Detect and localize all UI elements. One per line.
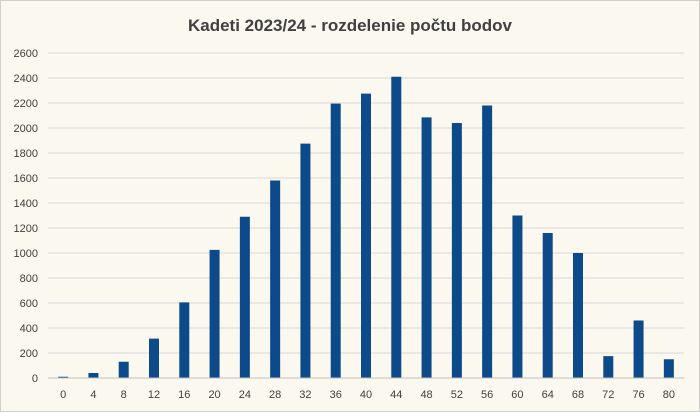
x-tick-label: 64 xyxy=(542,389,554,401)
y-tick-label: 1400 xyxy=(14,198,38,210)
bar-8 xyxy=(118,361,129,378)
x-tick-label: 48 xyxy=(420,389,432,401)
x-tick-label: 20 xyxy=(208,389,220,401)
x-tick-label: 52 xyxy=(451,389,463,401)
bar-4 xyxy=(88,373,99,378)
bar-24 xyxy=(239,216,250,378)
chart-title: Kadeti 2023/24 - rozdelenie počtu bodov xyxy=(188,16,513,35)
y-tick-label: 1000 xyxy=(14,248,38,260)
x-tick-label: 76 xyxy=(632,389,644,401)
x-tick-label: 8 xyxy=(121,389,127,401)
y-tick-label: 2000 xyxy=(14,123,38,135)
x-tick-label: 16 xyxy=(178,389,190,401)
bar-80 xyxy=(663,359,674,378)
bar-16 xyxy=(179,302,190,378)
bar-36 xyxy=(330,103,341,378)
bar-12 xyxy=(149,338,159,378)
bar-0 xyxy=(58,376,69,378)
bar-20 xyxy=(209,249,220,378)
bar-72 xyxy=(603,356,614,378)
bar-76 xyxy=(633,320,644,378)
bar-28 xyxy=(270,180,281,378)
bar-52 xyxy=(451,123,462,378)
x-tick-label: 24 xyxy=(239,389,251,401)
bar-56 xyxy=(482,105,493,378)
y-tick-label: 0 xyxy=(32,373,38,385)
y-tick-label: 1200 xyxy=(14,223,38,235)
x-tick-label: 44 xyxy=(390,389,402,401)
y-tick-label: 800 xyxy=(20,273,38,285)
x-tick-label: 4 xyxy=(90,389,96,401)
y-tick-label: 400 xyxy=(20,323,38,335)
y-tick-label: 1600 xyxy=(14,173,38,185)
bar-40 xyxy=(361,93,371,378)
x-axis-ticks: 0 4 8 12 16 20 24 28 32 36 40 44 48 52 56 60 64 68 72 76 80 xyxy=(60,389,675,401)
x-tick-label: 60 xyxy=(511,389,523,401)
x-tick-label: 0 xyxy=(60,389,66,401)
bar-68 xyxy=(573,253,583,378)
x-tick-label: 80 xyxy=(663,389,675,401)
bar-64 xyxy=(542,233,553,378)
bar-60 xyxy=(512,215,523,378)
bar-44 xyxy=(391,76,402,378)
x-tick-label: 12 xyxy=(148,389,160,401)
y-tick-label: 2600 xyxy=(14,48,38,60)
y-tick-label: 600 xyxy=(20,298,38,310)
bars xyxy=(58,76,674,378)
y-tick-label: 2200 xyxy=(14,98,38,110)
x-tick-label: 32 xyxy=(299,389,311,401)
x-tick-label: 56 xyxy=(481,389,493,401)
x-tick-label: 40 xyxy=(360,389,372,401)
y-tick-label: 200 xyxy=(20,348,38,360)
y-tick-label: 1800 xyxy=(14,148,38,160)
x-tick-label: 36 xyxy=(330,389,342,401)
y-tick-label: 2400 xyxy=(14,73,38,85)
bar-32 xyxy=(300,143,311,378)
x-tick-label: 28 xyxy=(269,389,281,401)
x-tick-label: 72 xyxy=(602,389,614,401)
x-tick-label: 68 xyxy=(572,389,584,401)
bar-48 xyxy=(421,117,432,378)
y-axis-ticks: 0 200 400 600 800 1000 1200 1400 1600 1800 2000 220… xyxy=(14,48,38,385)
